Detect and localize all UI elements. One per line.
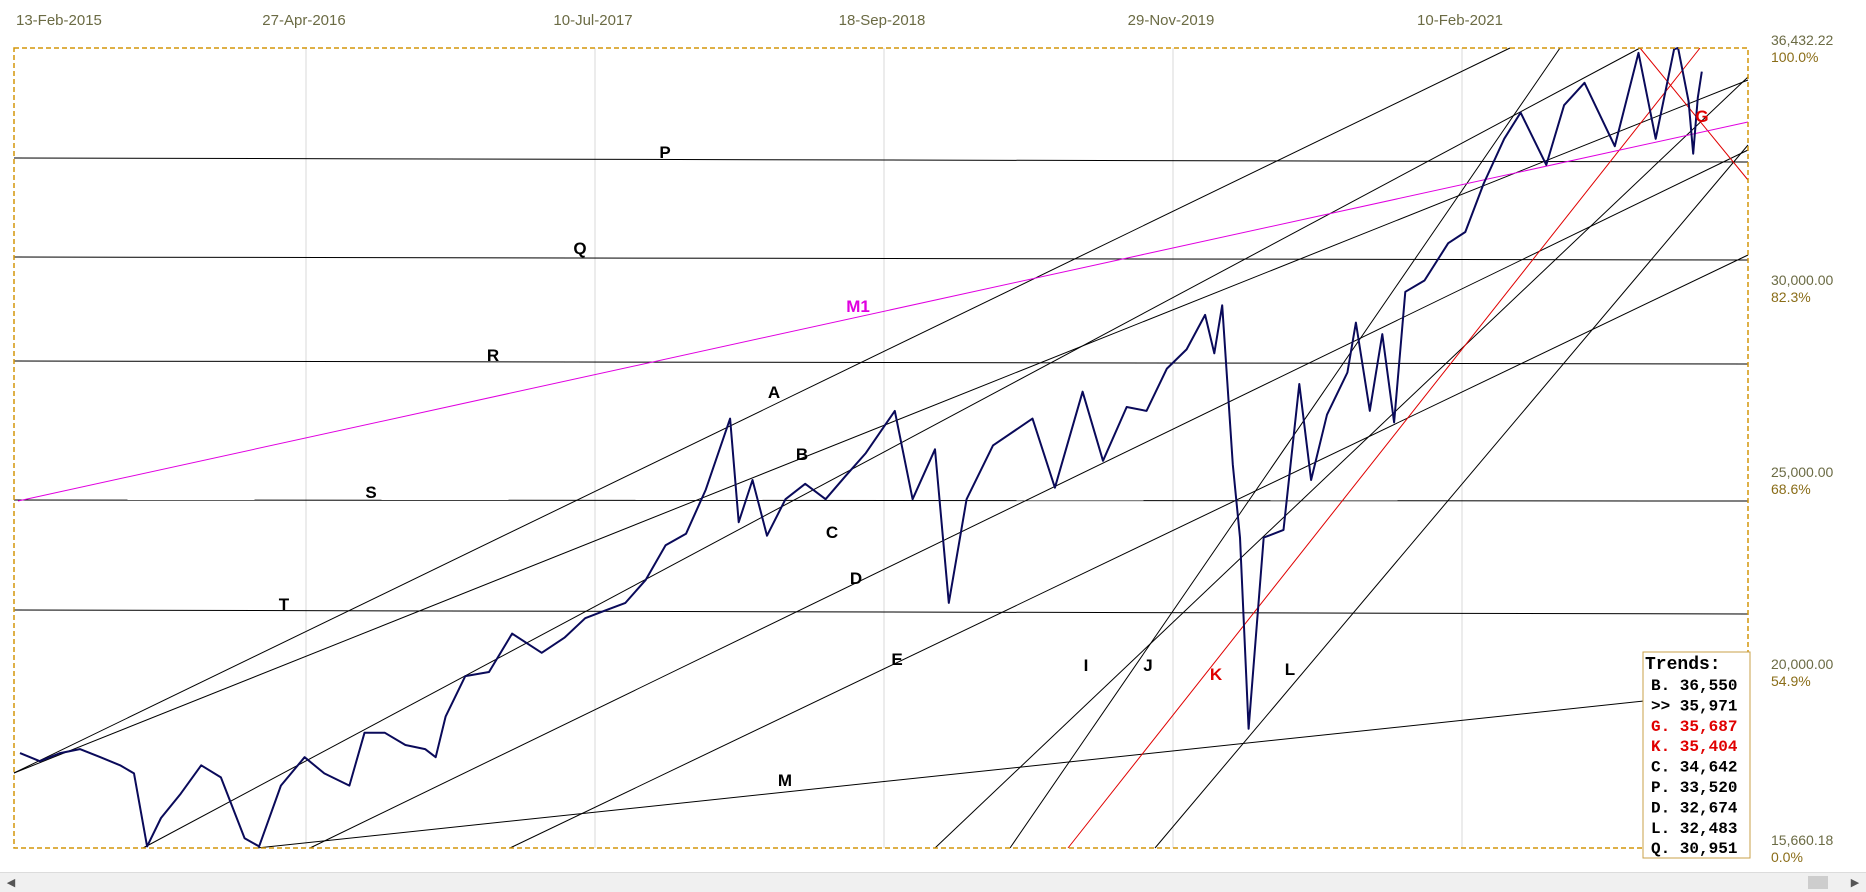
trends-box-row: L. 32,483 bbox=[1651, 820, 1737, 838]
trendline-label-d: D bbox=[850, 569, 862, 588]
scrollbar-thumb[interactable] bbox=[1808, 876, 1828, 889]
trendline-r bbox=[13, 360, 1749, 365]
trendline-m bbox=[256, 689, 1749, 849]
trendline-p bbox=[13, 157, 1749, 163]
trendline-e bbox=[509, 254, 1749, 849]
trends-box-title: Trends: bbox=[1645, 655, 1721, 675]
x-tick-label: 10-Jul-2017 bbox=[553, 12, 632, 29]
price-series bbox=[19, 47, 1703, 848]
scroll-left-icon[interactable]: ◀ bbox=[6, 876, 16, 889]
y-tick-price: 36,432.22 bbox=[1771, 32, 1833, 48]
x-tick-labels: 13-Feb-2015 27-Apr-2016 10-Jul-2017 18-Sep-… bbox=[16, 12, 1503, 29]
y-tick-pct: 100.0% bbox=[1771, 49, 1818, 65]
x-tick-label: 29-Nov-2019 bbox=[1128, 12, 1215, 29]
trendline-label-e: E bbox=[891, 650, 902, 669]
chart-svg: 13-Feb-2015 27-Apr-2016 10-Jul-2017 18-Sep-… bbox=[13, 12, 1833, 865]
trendline-g bbox=[1639, 47, 1749, 181]
trendline-label-b: B bbox=[796, 445, 808, 464]
price-line bbox=[19, 47, 1703, 848]
horizontal-scrollbar[interactable]: ◀ ▶ bbox=[0, 872, 1866, 892]
trends-box: Trends: B. 36,550 >> 35,971 G. 35,687 K. 35,… bbox=[1642, 651, 1751, 859]
trendline-label-c: C bbox=[826, 523, 838, 542]
trendline-label-j: J bbox=[1143, 656, 1152, 675]
trendline-d bbox=[309, 149, 1749, 849]
trendline-label-a: A bbox=[768, 383, 780, 402]
trendline-i bbox=[934, 76, 1749, 849]
trendline-label-l: L bbox=[1285, 660, 1295, 679]
scroll-right-icon[interactable]: ▶ bbox=[1850, 876, 1860, 889]
grid-layer bbox=[305, 48, 1463, 848]
trends-box-row: G. 35,687 bbox=[1651, 718, 1737, 736]
x-tick-label: 13-Feb-2015 bbox=[16, 12, 102, 29]
trendline-q bbox=[13, 256, 1749, 261]
trendline-t bbox=[13, 609, 1749, 615]
trends-box-row: C. 34,642 bbox=[1651, 759, 1737, 777]
x-tick-label: 10-Feb-2021 bbox=[1417, 12, 1503, 29]
trendline-l bbox=[1154, 144, 1749, 849]
trendline-k bbox=[1067, 47, 1701, 849]
trendline-label-i: I bbox=[1084, 656, 1089, 675]
y-tick-price: 20,000.00 bbox=[1771, 656, 1833, 672]
x-tick-label: 18-Sep-2018 bbox=[839, 12, 926, 29]
trendline-label-m: M bbox=[778, 771, 792, 790]
trendline-labels: A B C D E I J K L M M1 G P Q R S T bbox=[279, 107, 1709, 790]
y-tick-price: 30,000.00 bbox=[1771, 272, 1833, 288]
trendline-label-r: R bbox=[487, 346, 499, 365]
trendlines bbox=[13, 47, 1749, 849]
y-tick-pct: 82.3% bbox=[1771, 289, 1811, 305]
trendline-label-g: G bbox=[1695, 107, 1708, 126]
trendline-label-q: Q bbox=[573, 239, 586, 258]
trends-box-row: P. 33,520 bbox=[1651, 779, 1737, 797]
trendline-label-p: P bbox=[659, 143, 670, 162]
trendline-label-m1: M1 bbox=[846, 297, 870, 316]
y-tick-pct: 54.9% bbox=[1771, 673, 1811, 689]
trendline-label-t: T bbox=[279, 595, 290, 614]
trends-box-row: D. 32,674 bbox=[1651, 799, 1738, 817]
y-tick-pct: 68.6% bbox=[1771, 481, 1811, 497]
x-tick-label: 27-Apr-2016 bbox=[262, 12, 345, 29]
trendline-b bbox=[142, 47, 1641, 849]
trendline-label-s: S bbox=[365, 483, 376, 502]
y-tick-pct: 0.0% bbox=[1771, 849, 1803, 865]
trendline-a bbox=[13, 47, 1511, 774]
trends-box-row: >> 35,971 bbox=[1651, 697, 1737, 715]
trendline-s bbox=[13, 499, 1749, 502]
trendline-label-k: K bbox=[1210, 665, 1223, 684]
trendline-c bbox=[13, 79, 1749, 774]
trendline-j bbox=[1009, 47, 1561, 849]
y-tick-price: 15,660.18 bbox=[1771, 832, 1833, 848]
trends-box-row: B. 36,550 bbox=[1651, 677, 1737, 695]
trendline-m1 bbox=[17, 121, 1749, 502]
trends-box-frame bbox=[1642, 651, 1751, 859]
y-tick-price: 25,000.00 bbox=[1771, 464, 1833, 480]
trends-box-row: Q. 30,951 bbox=[1651, 840, 1737, 858]
trends-box-row: K. 35,404 bbox=[1651, 738, 1738, 756]
plot-border bbox=[13, 47, 1749, 849]
